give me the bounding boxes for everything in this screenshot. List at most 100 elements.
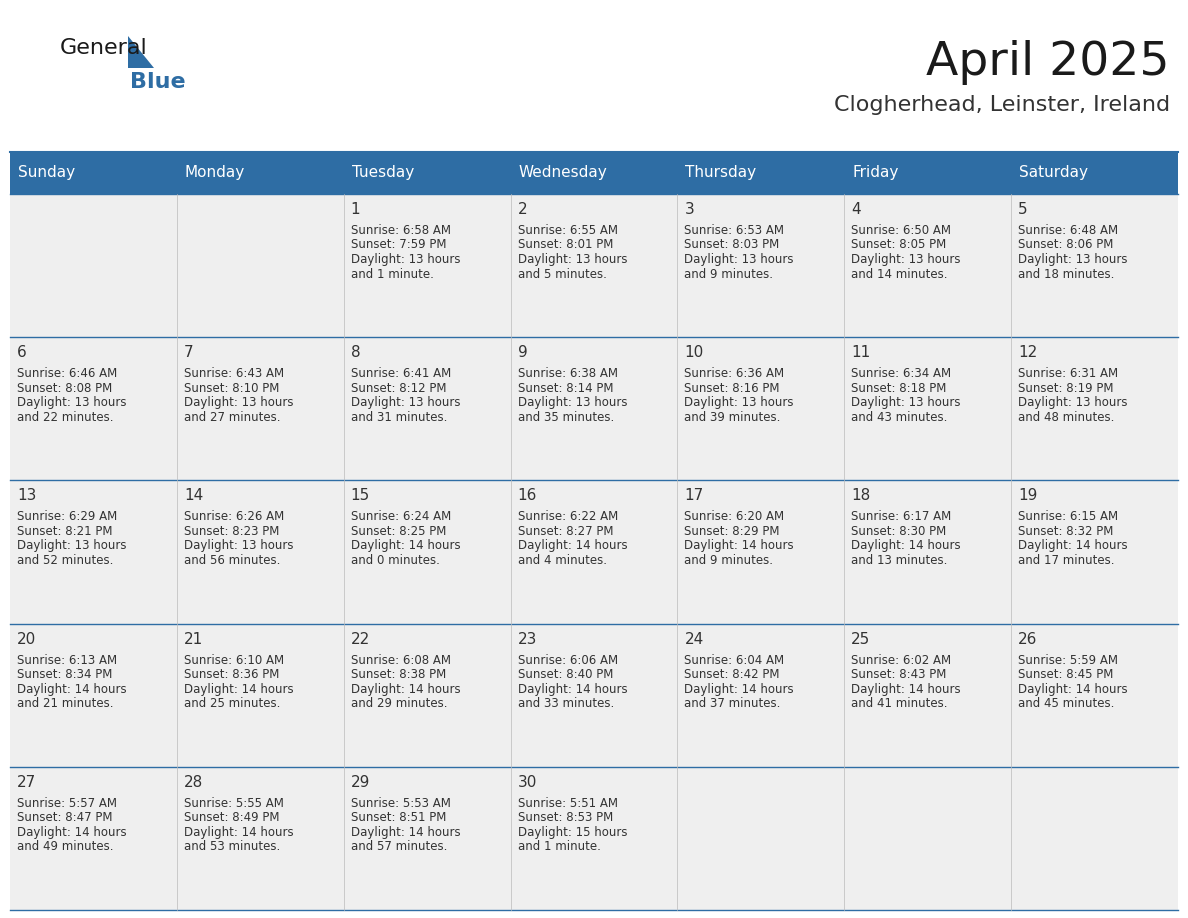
Bar: [677, 337, 845, 480]
Text: Daylight: 13 hours: Daylight: 13 hours: [852, 397, 961, 409]
Text: Sunrise: 6:04 AM: Sunrise: 6:04 AM: [684, 654, 784, 666]
Text: Sunrise: 5:53 AM: Sunrise: 5:53 AM: [350, 797, 450, 810]
Text: Sunrise: 6:13 AM: Sunrise: 6:13 AM: [17, 654, 118, 666]
Bar: [677, 152, 845, 194]
Text: Sunrise: 6:50 AM: Sunrise: 6:50 AM: [852, 224, 952, 237]
Text: Friday: Friday: [852, 165, 898, 181]
Bar: [10, 767, 177, 910]
Text: Sunrise: 5:57 AM: Sunrise: 5:57 AM: [17, 797, 116, 810]
Text: 7: 7: [184, 345, 194, 360]
Text: Daylight: 14 hours: Daylight: 14 hours: [1018, 540, 1127, 553]
Text: 13: 13: [17, 488, 37, 503]
Text: Sunset: 8:06 PM: Sunset: 8:06 PM: [1018, 239, 1113, 252]
Bar: [343, 152, 511, 194]
Bar: [343, 767, 511, 910]
Text: Sunset: 8:23 PM: Sunset: 8:23 PM: [184, 525, 279, 538]
Text: and 49 minutes.: and 49 minutes.: [17, 840, 114, 854]
Bar: [511, 767, 677, 910]
Text: Sunrise: 6:31 AM: Sunrise: 6:31 AM: [1018, 367, 1118, 380]
Text: Sunset: 8:45 PM: Sunset: 8:45 PM: [1018, 668, 1113, 681]
Text: Daylight: 13 hours: Daylight: 13 hours: [1018, 397, 1127, 409]
Text: Sunrise: 6:02 AM: Sunrise: 6:02 AM: [852, 654, 952, 666]
Text: and 21 minutes.: and 21 minutes.: [17, 697, 114, 711]
Bar: [1011, 337, 1178, 480]
Text: and 48 minutes.: and 48 minutes.: [1018, 410, 1114, 424]
Text: 1: 1: [350, 202, 360, 217]
Text: 17: 17: [684, 488, 703, 503]
Bar: [10, 152, 177, 194]
Text: Daylight: 15 hours: Daylight: 15 hours: [518, 826, 627, 839]
Text: Sunrise: 5:55 AM: Sunrise: 5:55 AM: [184, 797, 284, 810]
Text: 2: 2: [518, 202, 527, 217]
Text: and 35 minutes.: and 35 minutes.: [518, 410, 614, 424]
Text: Daylight: 14 hours: Daylight: 14 hours: [1018, 683, 1127, 696]
Text: and 9 minutes.: and 9 minutes.: [684, 267, 773, 281]
Bar: [511, 194, 677, 337]
Text: Sunset: 8:21 PM: Sunset: 8:21 PM: [17, 525, 113, 538]
Text: and 22 minutes.: and 22 minutes.: [17, 410, 114, 424]
Text: and 9 minutes.: and 9 minutes.: [684, 554, 773, 567]
Bar: [677, 623, 845, 767]
Text: April 2025: April 2025: [927, 40, 1170, 85]
Text: Sunrise: 6:06 AM: Sunrise: 6:06 AM: [518, 654, 618, 666]
Text: Sunset: 8:01 PM: Sunset: 8:01 PM: [518, 239, 613, 252]
Bar: [511, 623, 677, 767]
Bar: [177, 623, 343, 767]
Bar: [511, 337, 677, 480]
Text: Daylight: 14 hours: Daylight: 14 hours: [852, 540, 961, 553]
Text: 8: 8: [350, 345, 360, 360]
Text: Sunset: 8:43 PM: Sunset: 8:43 PM: [852, 668, 947, 681]
Text: Sunrise: 6:24 AM: Sunrise: 6:24 AM: [350, 510, 451, 523]
Text: 14: 14: [184, 488, 203, 503]
Text: and 27 minutes.: and 27 minutes.: [184, 410, 280, 424]
Text: Sunset: 8:25 PM: Sunset: 8:25 PM: [350, 525, 446, 538]
Text: Daylight: 14 hours: Daylight: 14 hours: [17, 826, 127, 839]
Text: Daylight: 13 hours: Daylight: 13 hours: [518, 253, 627, 266]
Bar: [677, 767, 845, 910]
Text: 18: 18: [852, 488, 871, 503]
Text: Daylight: 14 hours: Daylight: 14 hours: [184, 826, 293, 839]
Text: Sunset: 8:49 PM: Sunset: 8:49 PM: [184, 812, 279, 824]
Text: Daylight: 13 hours: Daylight: 13 hours: [518, 397, 627, 409]
Text: Saturday: Saturday: [1019, 165, 1088, 181]
Text: and 18 minutes.: and 18 minutes.: [1018, 267, 1114, 281]
Text: Sunset: 8:19 PM: Sunset: 8:19 PM: [1018, 382, 1113, 395]
Bar: [177, 337, 343, 480]
Text: Sunrise: 6:36 AM: Sunrise: 6:36 AM: [684, 367, 784, 380]
Text: 27: 27: [17, 775, 37, 789]
Text: and 39 minutes.: and 39 minutes.: [684, 410, 781, 424]
Text: and 5 minutes.: and 5 minutes.: [518, 267, 606, 281]
Text: Sunset: 7:59 PM: Sunset: 7:59 PM: [350, 239, 447, 252]
Text: Daylight: 14 hours: Daylight: 14 hours: [350, 683, 460, 696]
Text: 5: 5: [1018, 202, 1028, 217]
Bar: [677, 194, 845, 337]
Text: 3: 3: [684, 202, 694, 217]
Text: 9: 9: [518, 345, 527, 360]
Bar: [343, 623, 511, 767]
Text: Daylight: 13 hours: Daylight: 13 hours: [350, 253, 460, 266]
Text: Daylight: 13 hours: Daylight: 13 hours: [852, 253, 961, 266]
Text: Sunrise: 6:20 AM: Sunrise: 6:20 AM: [684, 510, 784, 523]
Text: Daylight: 13 hours: Daylight: 13 hours: [17, 397, 126, 409]
Text: and 14 minutes.: and 14 minutes.: [852, 267, 948, 281]
Text: Daylight: 13 hours: Daylight: 13 hours: [684, 397, 794, 409]
Text: Sunrise: 6:17 AM: Sunrise: 6:17 AM: [852, 510, 952, 523]
Bar: [1011, 152, 1178, 194]
Text: 21: 21: [184, 632, 203, 646]
Text: and 31 minutes.: and 31 minutes.: [350, 410, 447, 424]
Text: Sunrise: 6:46 AM: Sunrise: 6:46 AM: [17, 367, 118, 380]
Text: Sunrise: 6:58 AM: Sunrise: 6:58 AM: [350, 224, 450, 237]
Text: and 52 minutes.: and 52 minutes.: [17, 554, 113, 567]
Text: 16: 16: [518, 488, 537, 503]
Text: and 43 minutes.: and 43 minutes.: [852, 410, 948, 424]
Text: Sunset: 8:12 PM: Sunset: 8:12 PM: [350, 382, 447, 395]
Bar: [845, 337, 1011, 480]
Text: Sunrise: 6:41 AM: Sunrise: 6:41 AM: [350, 367, 451, 380]
Text: Sunset: 8:10 PM: Sunset: 8:10 PM: [184, 382, 279, 395]
Bar: [10, 194, 177, 337]
Text: and 56 minutes.: and 56 minutes.: [184, 554, 280, 567]
Bar: [845, 480, 1011, 623]
Text: 11: 11: [852, 345, 871, 360]
Text: Daylight: 13 hours: Daylight: 13 hours: [1018, 253, 1127, 266]
Text: Monday: Monday: [185, 165, 245, 181]
